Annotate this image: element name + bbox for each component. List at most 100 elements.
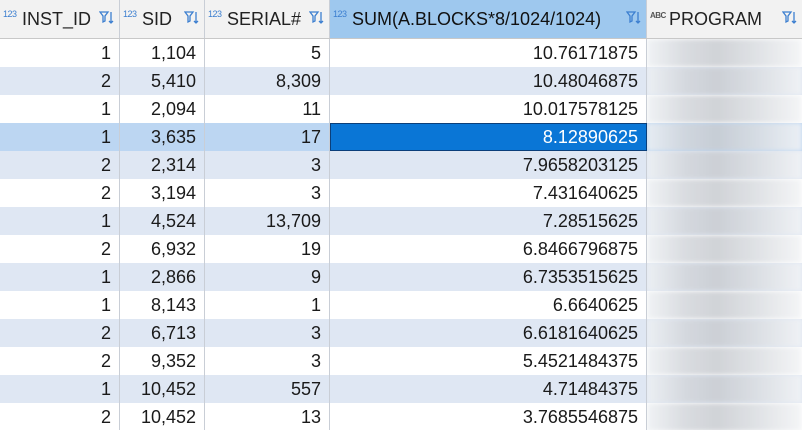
- cell-sum[interactable]: 7.9658203125: [330, 151, 647, 179]
- cell-program-redacted[interactable]: [647, 291, 802, 319]
- cell-sid[interactable]: 3,635: [120, 123, 205, 151]
- cell-program-redacted[interactable]: [647, 123, 802, 151]
- table-row[interactable]: 2 5,410 8,309 10.48046875: [0, 67, 802, 95]
- filter-sort-icon[interactable]: [99, 10, 115, 26]
- table-row[interactable]: 2 6,713 3 6.6181640625: [0, 319, 802, 347]
- cell-sum[interactable]: 10.76171875: [330, 39, 647, 67]
- cell-program-redacted[interactable]: [647, 95, 802, 123]
- cell-sid[interactable]: 8,143: [120, 291, 205, 319]
- cell-inst-id[interactable]: 2: [0, 403, 120, 430]
- cell-serial[interactable]: 3: [205, 151, 330, 179]
- filter-sort-icon[interactable]: [184, 10, 200, 26]
- cell-inst-id[interactable]: 1: [0, 95, 120, 123]
- cell-program-redacted[interactable]: [647, 263, 802, 291]
- cell-serial[interactable]: 3: [205, 347, 330, 375]
- cell-program-redacted[interactable]: [647, 67, 802, 95]
- table-row[interactable]: 2 10,452 13 3.7685546875: [0, 403, 802, 430]
- cell-serial[interactable]: 17: [205, 123, 330, 151]
- cell-sum-selected[interactable]: 8.12890625: [330, 123, 647, 151]
- cell-sid[interactable]: 5,410: [120, 67, 205, 95]
- cell-program-redacted[interactable]: [647, 403, 802, 430]
- cell-sid[interactable]: 2,866: [120, 263, 205, 291]
- cell-program-redacted[interactable]: [647, 179, 802, 207]
- cell-sum[interactable]: 6.6640625: [330, 291, 647, 319]
- cell-program-redacted[interactable]: [647, 347, 802, 375]
- cell-serial[interactable]: 13: [205, 403, 330, 430]
- numeric-type-icon: 123: [123, 9, 137, 19]
- table-row[interactable]: 1 2,094 11 10.017578125: [0, 95, 802, 123]
- table-row[interactable]: 1 2,866 9 6.7353515625: [0, 263, 802, 291]
- cell-serial[interactable]: 8,309: [205, 67, 330, 95]
- cell-sum[interactable]: 7.28515625: [330, 207, 647, 235]
- cell-serial[interactable]: 13,709: [205, 207, 330, 235]
- cell-program-redacted[interactable]: [647, 319, 802, 347]
- cell-serial[interactable]: 3: [205, 319, 330, 347]
- cell-inst-id[interactable]: 2: [0, 319, 120, 347]
- cell-inst-id[interactable]: 2: [0, 151, 120, 179]
- numeric-type-icon: 123: [208, 9, 222, 19]
- column-header-inst-id[interactable]: 123 INST_ID: [0, 0, 120, 38]
- redaction-blur: [647, 235, 802, 263]
- table-row[interactable]: 1 10,452 557 4.71484375: [0, 375, 802, 403]
- cell-serial[interactable]: 9: [205, 263, 330, 291]
- cell-sum[interactable]: 10.48046875: [330, 67, 647, 95]
- cell-sum[interactable]: 3.7685546875: [330, 403, 647, 430]
- cell-sid[interactable]: 2,094: [120, 95, 205, 123]
- table-row[interactable]: 1 8,143 1 6.6640625: [0, 291, 802, 319]
- cell-sid[interactable]: 1,104: [120, 39, 205, 67]
- cell-inst-id[interactable]: 1: [0, 291, 120, 319]
- column-header-program[interactable]: ABC PROGRAM: [647, 0, 802, 38]
- cell-serial[interactable]: 3: [205, 179, 330, 207]
- column-header-sid[interactable]: 123 SID: [120, 0, 205, 38]
- cell-inst-id[interactable]: 1: [0, 263, 120, 291]
- cell-sid[interactable]: 10,452: [120, 375, 205, 403]
- cell-serial[interactable]: 1: [205, 291, 330, 319]
- cell-sid[interactable]: 6,932: [120, 235, 205, 263]
- table-row[interactable]: 2 9,352 3 5.4521484375: [0, 347, 802, 375]
- table-row[interactable]: 2 6,932 19 6.8466796875: [0, 235, 802, 263]
- cell-sum[interactable]: 4.71484375: [330, 375, 647, 403]
- cell-inst-id[interactable]: 1: [0, 39, 120, 67]
- cell-sum[interactable]: 10.017578125: [330, 95, 647, 123]
- cell-sid[interactable]: 4,524: [120, 207, 205, 235]
- table-row[interactable]: 2 3,194 3 7.431640625: [0, 179, 802, 207]
- table-row-selected[interactable]: 1 3,635 17 8.12890625: [0, 123, 802, 151]
- cell-inst-id[interactable]: 2: [0, 347, 120, 375]
- filter-sort-icon[interactable]: [309, 10, 325, 26]
- cell-sum[interactable]: 6.7353515625: [330, 263, 647, 291]
- text-type-icon: ABC: [650, 11, 666, 20]
- column-header-serial[interactable]: 123 SERIAL#: [205, 0, 330, 38]
- cell-sum[interactable]: 7.431640625: [330, 179, 647, 207]
- cell-program-redacted[interactable]: [647, 235, 802, 263]
- cell-serial[interactable]: 557: [205, 375, 330, 403]
- cell-inst-id[interactable]: 1: [0, 207, 120, 235]
- filter-sort-icon[interactable]: [626, 10, 642, 26]
- cell-serial[interactable]: 5: [205, 39, 330, 67]
- table-row[interactable]: 1 4,524 13,709 7.28515625: [0, 207, 802, 235]
- cell-inst-id[interactable]: 2: [0, 179, 120, 207]
- cell-inst-id[interactable]: 2: [0, 67, 120, 95]
- cell-program-redacted[interactable]: [647, 375, 802, 403]
- table-row[interactable]: 1 1,104 5 10.76171875: [0, 39, 802, 67]
- cell-program-redacted[interactable]: [647, 207, 802, 235]
- cell-inst-id[interactable]: 2: [0, 235, 120, 263]
- cell-serial[interactable]: 11: [205, 95, 330, 123]
- cell-inst-id[interactable]: 1: [0, 375, 120, 403]
- cell-sid[interactable]: 3,194: [120, 179, 205, 207]
- cell-sum[interactable]: 5.4521484375: [330, 347, 647, 375]
- cell-program-redacted[interactable]: [647, 151, 802, 179]
- cell-sum[interactable]: 6.8466796875: [330, 235, 647, 263]
- cell-inst-id[interactable]: 1: [0, 123, 120, 151]
- cell-sum[interactable]: 6.6181640625: [330, 319, 647, 347]
- cell-serial[interactable]: 19: [205, 235, 330, 263]
- cell-sid[interactable]: 10,452: [120, 403, 205, 430]
- redaction-blur: [647, 123, 802, 151]
- column-header-sum[interactable]: 123 SUM(A.BLOCKS*8/1024/1024): [330, 0, 647, 38]
- filter-sort-icon[interactable]: [782, 10, 798, 26]
- table-row[interactable]: 2 2,314 3 7.9658203125: [0, 151, 802, 179]
- cell-sid[interactable]: 9,352: [120, 347, 205, 375]
- cell-program-redacted[interactable]: [647, 39, 802, 67]
- cell-sid[interactable]: 2,314: [120, 151, 205, 179]
- cell-sid[interactable]: 6,713: [120, 319, 205, 347]
